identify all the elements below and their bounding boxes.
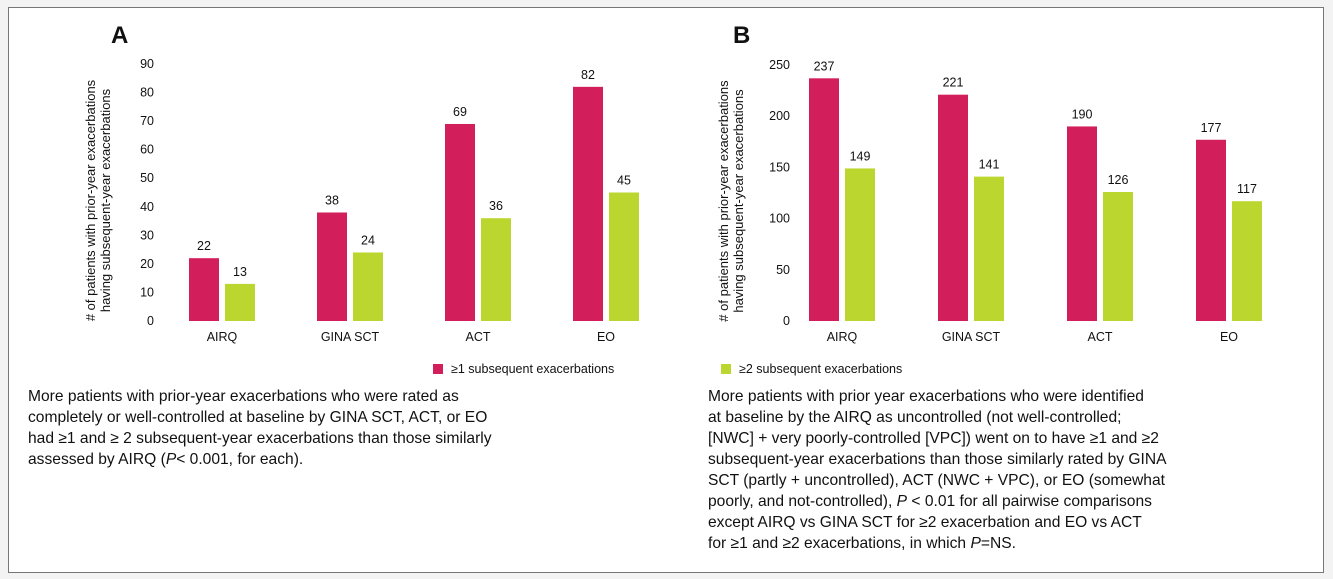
caption-b-line: subsequent-year exacerbations than those… bbox=[708, 451, 1167, 468]
bar bbox=[189, 258, 219, 321]
data-label: 149 bbox=[850, 149, 871, 163]
data-label: 13 bbox=[233, 265, 247, 279]
y-tick-label: 60 bbox=[140, 143, 154, 157]
legend-swatch-series1 bbox=[433, 364, 443, 374]
bar bbox=[974, 176, 1004, 321]
data-label: 38 bbox=[325, 193, 339, 207]
bar bbox=[225, 283, 255, 321]
caption-a-line: More patients with prior-year exacerbati… bbox=[28, 388, 459, 405]
bar bbox=[445, 123, 475, 321]
legend-item-series2: ≥2 subsequent exacerbations bbox=[721, 362, 902, 376]
y-tick-label: 10 bbox=[140, 285, 154, 299]
data-label: 117 bbox=[1237, 182, 1257, 196]
data-label: 141 bbox=[979, 158, 1000, 172]
data-label: 177 bbox=[1201, 121, 1222, 135]
bar bbox=[609, 192, 639, 321]
bar bbox=[1196, 139, 1226, 321]
panel-b-letter: B bbox=[733, 22, 751, 49]
data-label: 190 bbox=[1072, 107, 1093, 121]
x-tick-label: EO bbox=[597, 330, 615, 344]
y-tick-label: 100 bbox=[769, 212, 790, 226]
y-axis-title: # of patients with prior-year exacerbati… bbox=[716, 80, 731, 322]
data-label: 237 bbox=[814, 59, 835, 73]
bar bbox=[573, 86, 603, 321]
bar bbox=[317, 212, 347, 321]
x-tick-label: AIRQ bbox=[827, 330, 858, 344]
y-tick-label: 0 bbox=[783, 314, 790, 328]
y-tick-label: 80 bbox=[140, 86, 154, 100]
y-tick-label: 250 bbox=[769, 58, 790, 72]
caption-b-line: at baseline by the AIRQ as uncontrolled … bbox=[708, 409, 1122, 426]
caption-b-line: [NWC] + very poorly-controlled [VPC]) we… bbox=[708, 430, 1159, 447]
y-tick-label: 40 bbox=[140, 200, 154, 214]
y-axis-title: having subsequent-year exacerbations bbox=[731, 89, 746, 313]
caption-b-line: More patients with prior year exacerbati… bbox=[708, 388, 1144, 405]
data-label: 221 bbox=[943, 76, 964, 90]
caption-b-line: for ≥1 and ≥2 exacerbations, in which P=… bbox=[708, 535, 1016, 552]
bar bbox=[1067, 126, 1097, 321]
y-tick-label: 90 bbox=[140, 57, 154, 71]
legend-item-series1: ≥1 subsequent exacerbations bbox=[433, 362, 614, 376]
caption-panel-b: More patients with prior year exacerbati… bbox=[708, 386, 1318, 554]
legend-label-series1: ≥1 subsequent exacerbations bbox=[451, 362, 615, 376]
bar bbox=[353, 252, 383, 321]
bar bbox=[809, 78, 839, 321]
caption-a-line: had ≥1 and ≥ 2 subsequent-year exacerbat… bbox=[28, 430, 492, 447]
caption-a-line: completely or well-controlled at baselin… bbox=[28, 409, 488, 426]
y-axis-title: having subsequent-year exacerbations bbox=[98, 88, 113, 312]
y-tick-label: 70 bbox=[140, 114, 154, 128]
x-tick-label: EO bbox=[1220, 330, 1238, 344]
bar bbox=[481, 218, 511, 321]
data-label: 45 bbox=[617, 174, 631, 188]
y-tick-label: 150 bbox=[769, 160, 790, 174]
legend-swatch-series2 bbox=[721, 364, 731, 374]
y-tick-label: 200 bbox=[769, 109, 790, 123]
y-tick-label: 20 bbox=[140, 257, 154, 271]
data-label: 24 bbox=[361, 233, 375, 247]
x-tick-label: ACT bbox=[1088, 330, 1113, 344]
data-label: 36 bbox=[489, 199, 503, 213]
data-label: 82 bbox=[581, 68, 595, 82]
x-tick-label: ACT bbox=[466, 330, 491, 344]
data-label: 22 bbox=[197, 239, 211, 253]
y-tick-label: 0 bbox=[147, 314, 154, 328]
bar bbox=[845, 168, 875, 321]
bar bbox=[1103, 191, 1133, 321]
bar bbox=[938, 94, 968, 321]
caption-a-line: assessed by AIRQ (P< 0.001, for each). bbox=[28, 451, 304, 468]
y-axis-title: # of patients with prior-year exacerbati… bbox=[83, 79, 98, 321]
data-label: 126 bbox=[1108, 173, 1129, 187]
panel-a-letter: A bbox=[111, 22, 129, 49]
legend-label-series2: ≥2 subsequent exacerbations bbox=[739, 362, 903, 376]
caption-b-line: SCT (partly + uncontrolled), ACT (NWC + … bbox=[708, 472, 1165, 489]
x-tick-label: GINA SCT bbox=[942, 330, 1001, 344]
x-tick-label: GINA SCT bbox=[321, 330, 380, 344]
caption-panel-a: More patients with prior-year exacerbati… bbox=[28, 386, 668, 470]
y-tick-label: 50 bbox=[140, 171, 154, 185]
bar bbox=[1232, 201, 1262, 321]
y-tick-label: 30 bbox=[140, 228, 154, 242]
caption-b-line: poorly, and not-controlled), P < 0.01 fo… bbox=[708, 493, 1152, 510]
caption-b-line: except AIRQ vs GINA SCT for ≥2 exacerbat… bbox=[708, 514, 1142, 531]
y-tick-label: 50 bbox=[776, 263, 790, 277]
x-tick-label: AIRQ bbox=[207, 330, 238, 344]
data-label: 69 bbox=[453, 105, 467, 119]
